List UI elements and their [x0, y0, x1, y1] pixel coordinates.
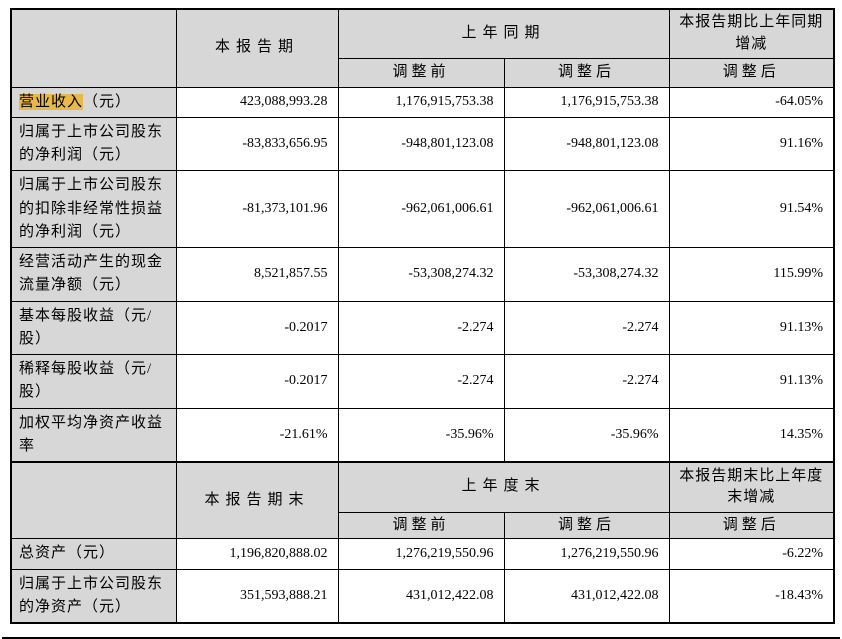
- value-cell: -962,061,006.61: [503, 170, 670, 248]
- row-operating-cash-flow-label: 经营活动产生的现金流量净额（元）: [10, 247, 177, 302]
- table1-subheader-after-adjust: 调整后: [503, 57, 670, 88]
- value-cell: -2.274: [503, 354, 670, 409]
- highlighted-text: 营业收入: [19, 93, 84, 110]
- value-cell: 431,012,422.08: [337, 568, 505, 624]
- value-cell: 423,088,993.28: [175, 86, 339, 118]
- row-weighted-avg-roe-label: 加权平均净资产收益率: [10, 407, 177, 463]
- table1-corner-cell: [10, 8, 177, 88]
- value-cell: -18.43%: [668, 568, 835, 624]
- row-total-assets-label: 总资产（元）: [10, 538, 177, 570]
- row-diluted-eps-label: 稀释每股收益（元/股）: [10, 354, 177, 409]
- table1-subheader-before-adjust: 调整前: [337, 57, 505, 88]
- value-cell: -2.274: [337, 354, 505, 409]
- table2-header-prior-year-end-group: 上年度末: [337, 461, 670, 513]
- value-cell: 351,593,888.21: [175, 568, 339, 624]
- row-net-profit-excl-nonrecurring: 归属于上市公司股东的扣除非经常性损益的净利润（元） -81,373,101.96…: [10, 170, 835, 248]
- value-cell: 91.16%: [668, 116, 835, 172]
- row-basic-eps: 基本每股收益（元/股） -0.2017 -2.274 -2.274 91.13%: [10, 300, 835, 355]
- value-cell: -0.2017: [175, 300, 339, 355]
- value-cell: -64.05%: [668, 86, 835, 118]
- value-cell: 91.13%: [668, 300, 835, 355]
- table2-header-row-2: 调整前 调整后 调整后: [11, 511, 835, 540]
- value-cell: -53,308,274.32: [503, 247, 670, 302]
- value-cell: 14.35%: [668, 407, 835, 463]
- value-cell: -83,833,656.95: [175, 116, 339, 172]
- label-rest: （元）: [83, 93, 132, 110]
- row-net-assets-label: 归属于上市公司股东的净资产（元）: [10, 568, 177, 624]
- row-operating-cash-flow: 经营活动产生的现金流量净额（元） 8,521,857.55 -53,308,27…: [10, 247, 835, 302]
- value-cell: -0.2017: [175, 354, 339, 409]
- table1-header-row-1: 本报告期 上年同期 本报告期比上年同期增减: [10, 8, 835, 88]
- value-cell: 1,176,915,753.38: [337, 86, 505, 118]
- row-net-assets: 归属于上市公司股东的净资产（元） 351,593,888.21 431,012,…: [10, 568, 835, 624]
- table2-header-current-period-end: 本报告期末: [175, 461, 339, 540]
- value-cell: -2.274: [503, 300, 670, 355]
- value-cell: -6.22%: [668, 538, 835, 570]
- value-cell: -53,308,274.32: [337, 247, 505, 302]
- value-cell: 1,196,820,888.02: [175, 538, 339, 570]
- document-page: 本报告期 上年同期 本报告期比上年同期增减 调整前 调整后 调整后 营业收入（元…: [0, 8, 842, 639]
- value-cell: 115.99%: [668, 247, 835, 302]
- value-cell: -948,801,123.08: [337, 116, 505, 172]
- table2-header-change-group: 本报告期末比上年度末增减: [668, 461, 835, 513]
- row-net-profit: 归属于上市公司股东的净利润（元） -83,833,656.95 -948,801…: [10, 116, 835, 172]
- row-basic-eps-label: 基本每股收益（元/股）: [10, 300, 177, 355]
- row-net-profit-label: 归属于上市公司股东的净利润（元）: [10, 116, 177, 172]
- value-cell: -2.274: [337, 300, 505, 355]
- value-cell: 1,276,219,550.96: [337, 538, 505, 570]
- table1-header-prior-period-group: 上年同期: [337, 8, 670, 59]
- financial-summary-table: 本报告期 上年同期 本报告期比上年同期增减 调整前 调整后 调整后 营业收入（元…: [10, 8, 836, 624]
- table2-subheader-before-adjust: 调整前: [337, 511, 505, 540]
- table2-subheader-after-adjust: 调整后: [503, 511, 670, 540]
- row-diluted-eps: 稀释每股收益（元/股） -0.2017 -2.274 -2.274 91.13%: [10, 354, 835, 409]
- value-cell: 91.13%: [668, 354, 835, 409]
- table1-subheader-change-after-adjust: 调整后: [668, 57, 835, 88]
- table1-header-current-period: 本报告期: [175, 8, 339, 88]
- value-cell: -81,373,101.96: [175, 170, 339, 248]
- table1-header-change-group: 本报告期比上年同期增减: [668, 8, 835, 59]
- value-cell: -21.61%: [175, 407, 339, 463]
- value-cell: -948,801,123.08: [503, 116, 670, 172]
- row-revenue: 营业收入（元） 423,088,993.28 1,176,915,753.38 …: [10, 86, 835, 118]
- table2-subheader-change-after-adjust: 调整后: [668, 511, 835, 540]
- value-cell: 1,176,915,753.38: [503, 86, 670, 118]
- value-cell: 8,521,857.55: [175, 247, 339, 302]
- table2-header-row-1: 本报告期末 上年度末 本报告期末比上年度末增减: [10, 461, 835, 540]
- value-cell: -35.96%: [337, 407, 505, 463]
- value-cell: -962,061,006.61: [337, 170, 505, 248]
- row-revenue-label: 营业收入（元）: [10, 86, 177, 118]
- value-cell: -35.96%: [503, 407, 670, 463]
- value-cell: 1,276,219,550.96: [503, 538, 670, 570]
- row-weighted-avg-roe: 加权平均净资产收益率 -21.61% -35.96% -35.96% 14.35…: [10, 407, 835, 463]
- table2-corner-cell: [10, 461, 177, 540]
- row-total-assets: 总资产（元） 1,196,820,888.02 1,276,219,550.96…: [10, 538, 835, 570]
- value-cell: 91.54%: [668, 170, 835, 248]
- table1-header-row-2: 调整前 调整后 调整后: [11, 57, 835, 88]
- row-net-profit-excl-nonrecurring-label: 归属于上市公司股东的扣除非经常性损益的净利润（元）: [10, 170, 177, 248]
- value-cell: 431,012,422.08: [503, 568, 670, 624]
